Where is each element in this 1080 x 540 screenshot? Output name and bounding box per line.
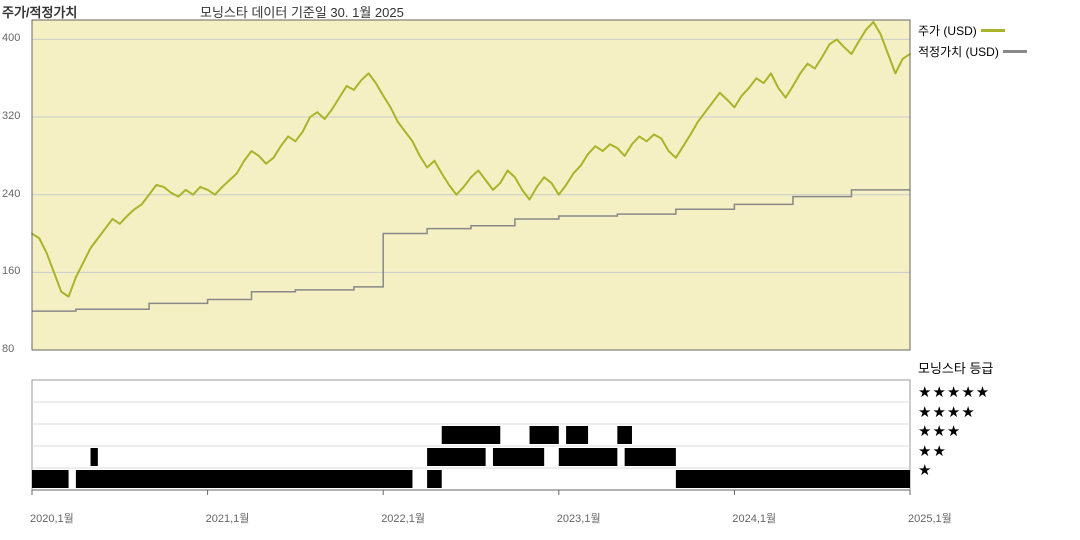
series-legend: 주가 (USD) 적정가치 (USD) (918, 22, 1027, 64)
x-tick-label: 2021,1월 (206, 510, 250, 526)
rating-row: ★★★ (918, 422, 993, 442)
x-tick-label: 2023,1월 (557, 510, 601, 526)
legend-price-label: 주가 (USD) (918, 22, 977, 39)
legend-fair: 적정가치 (USD) (918, 43, 1027, 60)
rating-legend: 모닝스타 등급 ★★★★★★★★★★★★★★★ (918, 358, 993, 481)
y-tick-label: 160 (2, 265, 20, 277)
x-tick-label: 2020,1월 (30, 510, 74, 526)
legend-fair-swatch (1003, 50, 1027, 53)
chart-root: 주가/적정가치 모닝스타 데이터 기준일 30. 1월 2025 80 160 24… (0, 0, 1080, 540)
y-tick-label: 400 (2, 32, 20, 44)
rating-row: ★★★★ (918, 403, 993, 423)
legend-fair-label: 적정가치 (USD) (918, 43, 999, 60)
rating-legend-title: 모닝스타 등급 (918, 358, 993, 377)
x-tick-label: 2024,1월 (732, 510, 776, 526)
x-tick-label: 2025,1월 (908, 510, 952, 526)
legend-price: 주가 (USD) (918, 22, 1027, 39)
y-tick-label: 80 (2, 343, 14, 355)
y-tick-label: 320 (2, 110, 20, 122)
rating-row: ★ (918, 461, 993, 481)
rating-legend-rows: ★★★★★★★★★★★★★★★ (918, 383, 993, 481)
x-tick-label: 2022,1월 (381, 510, 425, 526)
chart-subtitle: 모닝스타 데이터 기준일 30. 1월 2025 (200, 2, 404, 21)
y-tick-label: 240 (2, 188, 20, 200)
rating-row: ★★ (918, 442, 993, 462)
legend-price-swatch (981, 29, 1005, 32)
chart-title: 주가/적정가치 (2, 2, 77, 21)
rating-row: ★★★★★ (918, 383, 993, 403)
